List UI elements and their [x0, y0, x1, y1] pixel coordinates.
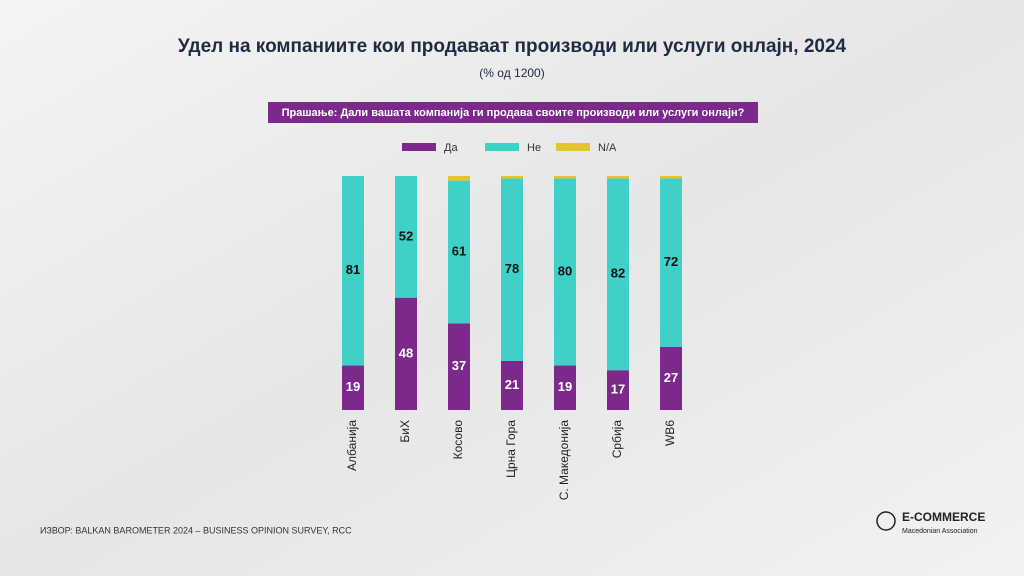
value-label: 27	[664, 370, 678, 385]
value-label: 17	[611, 382, 625, 397]
value-label: 81	[346, 262, 360, 277]
value-label: 37	[452, 358, 466, 373]
chart-subtitle: (% од 1200)	[479, 66, 544, 80]
value-label: 48	[399, 345, 413, 360]
bar-segment	[448, 176, 470, 181]
value-label: 82	[611, 266, 625, 281]
bar-segment	[501, 178, 523, 361]
legend-swatch	[402, 143, 436, 151]
question-box	[268, 102, 758, 123]
x-tick-label: Црна Гора	[504, 420, 518, 478]
bar-segment	[607, 178, 629, 371]
bar-segment	[554, 365, 576, 410]
bar-segment	[501, 176, 523, 179]
bar-segment	[501, 360, 523, 410]
bar-segment	[660, 178, 682, 347]
source: ИЗВОР: BALKAN BAROMETER 2024 – BUSINESS …	[40, 525, 352, 535]
x-tick-label: Албанија	[345, 420, 359, 471]
value-label: 78	[505, 261, 519, 276]
legend-label: N/A	[598, 142, 617, 154]
logo-icon	[876, 511, 896, 531]
x-tick-label: Косово	[451, 420, 465, 460]
value-label: 72	[664, 254, 678, 269]
value-label: 19	[346, 379, 360, 394]
legend-swatch	[485, 143, 519, 151]
x-tick-label: БиХ	[398, 420, 412, 443]
value-label: 61	[452, 243, 466, 258]
bar-segment	[607, 370, 629, 410]
bar-segment	[395, 297, 417, 410]
legend-swatch	[556, 143, 590, 151]
bar-segment	[554, 176, 576, 179]
question: Прашање: Дали вашата компанија ги продав…	[282, 107, 745, 119]
value-label: 80	[558, 263, 572, 278]
legend-label: Не	[527, 142, 541, 154]
bar-segment	[660, 346, 682, 410]
bar-segment	[342, 365, 364, 410]
logo-name: E-COMMERCE	[902, 510, 985, 524]
chart-title: Удел на компаниите кои продаваат произво…	[178, 36, 847, 57]
x-tick-label: WB6	[663, 420, 677, 446]
logo-tagline: Macedonian Association	[902, 528, 978, 535]
bar-segment	[342, 176, 364, 366]
bar-segment	[395, 176, 417, 298]
bar-segment	[607, 176, 629, 179]
value-label: 21	[505, 377, 519, 392]
bar-segment	[660, 176, 682, 179]
bar-segment	[448, 323, 470, 410]
bar-segment	[448, 180, 470, 324]
x-tick-label: С. Македонија	[557, 420, 571, 501]
legend-label: Да	[444, 142, 458, 154]
value-label: 52	[399, 228, 413, 243]
value-label: 19	[558, 379, 572, 394]
bar-segment	[554, 178, 576, 366]
x-tick-label: Србија	[610, 420, 624, 459]
